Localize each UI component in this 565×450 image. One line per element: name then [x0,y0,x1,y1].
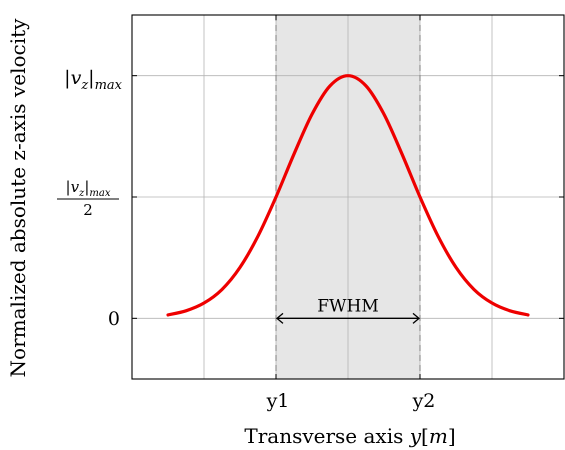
velocity-curve [166,74,530,317]
x-tick-label-y2: y2 [412,390,436,412]
x-tick-label-y1: y1 [266,390,290,412]
x-axis-label: Transverse axis y[m] [244,424,455,448]
fwhm-label: FWHM [317,296,379,316]
fwhm-arrow-head-right [412,312,421,324]
y-tick-label-max: |vz|max [64,67,122,93]
fwhm-arrow-head-left [275,312,284,324]
y-axis-label: Normalized absolute z-axis velocity [6,18,30,378]
y-tick-label-half-numerator: |vz|max [66,178,111,199]
y-tick-label-zero: 0 [108,308,120,330]
y-tick-label-half-denominator: 2 [83,201,93,219]
